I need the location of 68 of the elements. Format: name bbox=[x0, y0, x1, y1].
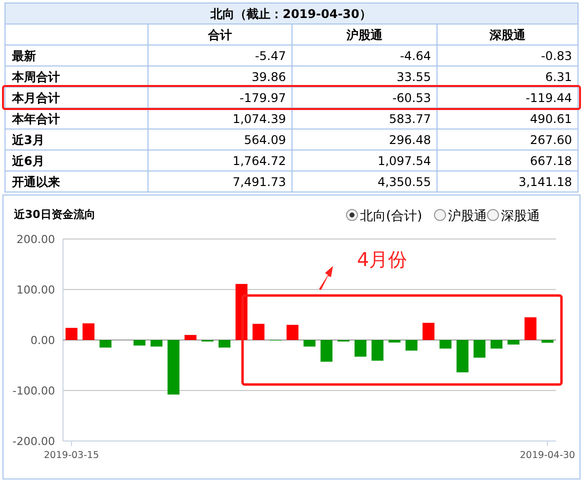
data-label: 267.60 bbox=[530, 133, 572, 147]
bar bbox=[82, 323, 94, 340]
data-label: 3,141.18 bbox=[518, 175, 572, 189]
bar bbox=[286, 324, 298, 340]
data-label: 490.61 bbox=[530, 112, 572, 126]
y-tick-label: 本年合计 bbox=[11, 112, 60, 126]
bar bbox=[252, 324, 264, 340]
data-label: -4.64 bbox=[400, 49, 431, 63]
bar bbox=[100, 340, 112, 348]
data-label: -179.97 bbox=[240, 91, 286, 105]
bar bbox=[440, 340, 452, 349]
chart-title: 北向（截止：2019-04-30） bbox=[210, 7, 372, 21]
x-tick-label: 2019-03-15 bbox=[44, 450, 100, 461]
text: 北向(合计) bbox=[360, 209, 422, 224]
bar bbox=[508, 340, 520, 345]
data-label: -0.83 bbox=[540, 49, 572, 63]
bar bbox=[304, 340, 316, 347]
bar bbox=[354, 340, 366, 357]
bar bbox=[150, 340, 162, 347]
data-label: 6.31 bbox=[545, 70, 572, 84]
data-label: 1,764.72 bbox=[232, 154, 286, 168]
chart-title: 近30日资金流向 bbox=[13, 208, 96, 221]
y-tick-label: 100.00 bbox=[16, 284, 55, 296]
data-label: 39.86 bbox=[252, 70, 286, 84]
x-tick-label: 深股通 bbox=[488, 28, 526, 42]
data-label: 33.55 bbox=[396, 70, 431, 84]
data-label: 296.48 bbox=[389, 133, 431, 147]
y-tick-label: 开通以来 bbox=[11, 175, 60, 189]
y-tick-label: 最新 bbox=[11, 49, 36, 63]
y-tick-label: 200.00 bbox=[16, 233, 55, 246]
bar bbox=[66, 328, 78, 340]
bar bbox=[218, 340, 230, 348]
bar bbox=[168, 340, 180, 395]
annotation: 4月份 bbox=[357, 249, 408, 271]
bar bbox=[134, 340, 146, 346]
bar bbox=[372, 340, 384, 361]
y-tick-label: 本月合计 bbox=[11, 91, 60, 105]
bar bbox=[474, 340, 486, 358]
bar bbox=[320, 340, 332, 362]
data-label: -5.47 bbox=[254, 49, 286, 63]
data-label: -119.44 bbox=[526, 91, 572, 105]
y-tick-label: -100.00 bbox=[12, 384, 55, 398]
x-tick-label: 合计 bbox=[207, 28, 232, 42]
data-label: 4,350.55 bbox=[378, 175, 431, 189]
y-tick-label: 0.00 bbox=[30, 334, 55, 347]
data-label: 7,491.73 bbox=[232, 175, 286, 189]
x-tick-label: 2019-04-30 bbox=[520, 450, 576, 461]
x-tick-label: 沪股通 bbox=[346, 28, 384, 42]
bar bbox=[422, 322, 434, 340]
bar bbox=[542, 340, 554, 343]
bar bbox=[490, 340, 502, 349]
data-label: 583.77 bbox=[389, 112, 431, 126]
bar bbox=[524, 317, 536, 340]
data-label: 667.18 bbox=[530, 154, 572, 168]
data-label: -60.53 bbox=[392, 91, 431, 105]
y-tick-label: 本周合计 bbox=[11, 70, 60, 84]
legend-label: 沪股通 bbox=[448, 208, 487, 224]
bar bbox=[406, 340, 418, 351]
data-label: 564.09 bbox=[244, 133, 286, 147]
data-label: 1,074.39 bbox=[232, 112, 286, 126]
y-tick-label: 近3月 bbox=[11, 133, 44, 147]
legend-label: 深股通 bbox=[501, 209, 540, 224]
y-tick-label: 近6月 bbox=[11, 154, 44, 168]
y-tick-label: -200.00 bbox=[12, 435, 55, 448]
data-label: 1,097.54 bbox=[378, 154, 431, 168]
bar bbox=[388, 340, 400, 343]
bar bbox=[456, 340, 468, 372]
bar bbox=[184, 334, 196, 340]
